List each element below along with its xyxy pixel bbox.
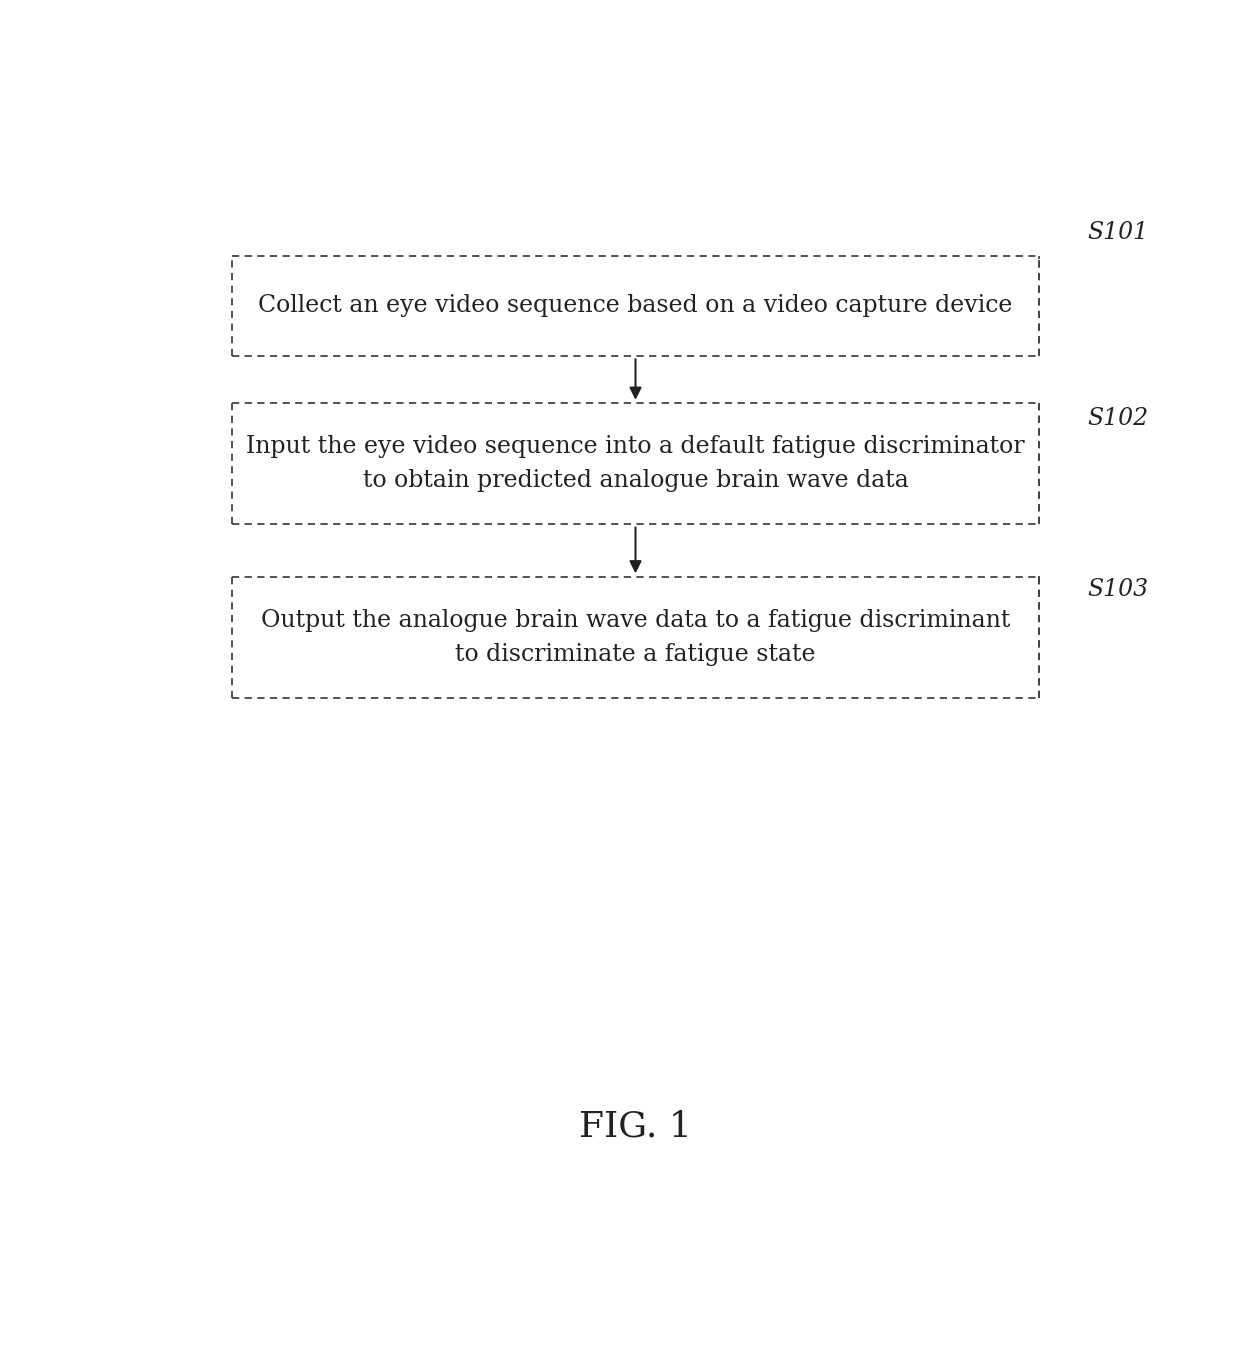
- Text: S103: S103: [1087, 578, 1148, 601]
- Text: Collect an eye video sequence based on a video capture device: Collect an eye video sequence based on a…: [258, 295, 1013, 317]
- Text: Output the analogue brain wave data to a fatigue discriminant
to discriminate a : Output the analogue brain wave data to a…: [260, 609, 1011, 665]
- Text: FIG. 1: FIG. 1: [579, 1109, 692, 1143]
- Text: S102: S102: [1087, 407, 1148, 430]
- Text: S101: S101: [1087, 221, 1148, 243]
- Text: Input the eye video sequence into a default fatigue discriminator
to obtain pred: Input the eye video sequence into a defa…: [247, 436, 1024, 492]
